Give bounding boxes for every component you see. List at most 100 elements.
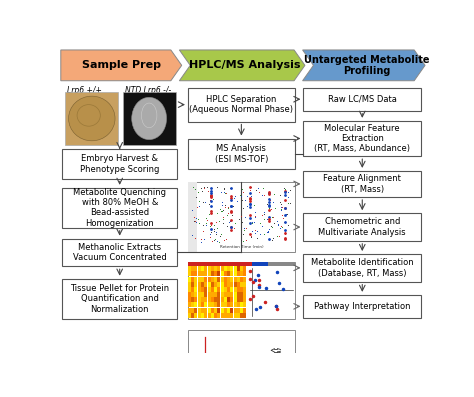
Bar	[211, 308, 214, 312]
Bar	[194, 277, 198, 281]
Bar	[230, 272, 233, 276]
Polygon shape	[179, 50, 305, 81]
Bar	[303, 213, 421, 241]
Bar	[63, 279, 177, 319]
Bar	[303, 121, 421, 156]
Bar	[237, 282, 240, 287]
Text: Retention Time (min): Retention Time (min)	[219, 245, 263, 249]
Bar	[191, 292, 194, 297]
Bar	[204, 297, 207, 302]
Text: Sample Prep: Sample Prep	[82, 60, 161, 70]
Bar	[214, 297, 217, 302]
Bar	[230, 292, 233, 297]
Bar	[230, 287, 233, 292]
Bar	[198, 313, 201, 318]
Bar	[211, 292, 214, 297]
Bar	[214, 303, 217, 307]
Ellipse shape	[132, 97, 166, 140]
Bar	[208, 272, 210, 276]
Bar	[188, 88, 295, 121]
Bar	[63, 239, 177, 266]
Bar	[230, 308, 233, 312]
Bar	[214, 292, 217, 297]
Text: Chemometric and
Multivariate Analysis: Chemometric and Multivariate Analysis	[319, 217, 406, 237]
Bar	[237, 287, 240, 292]
Bar	[188, 292, 191, 297]
Bar	[220, 287, 224, 292]
Bar	[252, 262, 268, 266]
Bar	[244, 292, 246, 297]
Bar	[217, 303, 220, 307]
Bar	[191, 313, 194, 318]
Bar	[217, 282, 220, 287]
Bar	[230, 277, 233, 281]
Bar	[201, 303, 204, 307]
Bar	[194, 308, 198, 312]
Bar	[214, 287, 217, 292]
Bar	[188, 272, 191, 276]
Bar	[214, 277, 217, 281]
Bar	[227, 313, 230, 318]
Bar	[204, 287, 207, 292]
Bar	[198, 287, 201, 292]
Bar	[188, 297, 191, 302]
Bar	[224, 313, 227, 318]
Bar	[220, 272, 224, 276]
Bar	[204, 292, 207, 297]
Bar	[224, 292, 227, 297]
Text: Raw LC/MS Data: Raw LC/MS Data	[328, 95, 397, 104]
Text: Metabolite Identification
(Database, RT, Mass): Metabolite Identification (Database, RT,…	[311, 258, 414, 278]
Text: MS Analysis
(ESI MS-TOF): MS Analysis (ESI MS-TOF)	[215, 144, 268, 164]
Bar	[260, 396, 268, 397]
Bar	[208, 277, 210, 281]
Bar	[198, 277, 201, 281]
Text: HPLC Separation
(Aqueous Normal Phase): HPLC Separation (Aqueous Normal Phase)	[190, 95, 293, 114]
Bar	[268, 262, 295, 266]
Bar	[234, 272, 237, 276]
Bar	[204, 313, 207, 318]
Bar	[230, 282, 233, 287]
Bar	[303, 171, 421, 197]
Bar	[211, 282, 214, 287]
Bar	[204, 272, 207, 276]
Bar	[217, 297, 220, 302]
Text: Tissue Pellet for Protein
Quantification and
Normalization: Tissue Pellet for Protein Quantification…	[70, 284, 169, 314]
Bar	[240, 277, 243, 281]
Bar	[208, 282, 210, 287]
Bar	[191, 282, 194, 287]
Bar	[247, 396, 255, 397]
Bar	[227, 277, 230, 281]
Bar	[188, 282, 191, 287]
Bar	[227, 303, 230, 307]
Bar	[285, 396, 292, 397]
Bar	[224, 297, 227, 302]
Bar	[240, 297, 243, 302]
Bar	[244, 297, 246, 302]
Bar	[188, 308, 191, 312]
Bar	[244, 266, 246, 271]
Bar	[198, 266, 201, 271]
Bar	[234, 297, 237, 302]
Bar	[188, 277, 191, 281]
Text: Metabolite Quenching
with 80% MeOH &
Bead-assisted
Homogenization: Metabolite Quenching with 80% MeOH & Bea…	[73, 188, 166, 228]
Bar	[194, 266, 198, 271]
Bar	[208, 266, 210, 271]
Bar	[204, 303, 207, 307]
Bar	[211, 287, 214, 292]
Bar	[230, 303, 233, 307]
Bar	[201, 292, 204, 297]
Text: Pathway Interpretation: Pathway Interpretation	[314, 302, 410, 311]
Bar	[198, 308, 201, 312]
Bar	[208, 287, 210, 292]
Bar	[198, 303, 201, 307]
Polygon shape	[302, 50, 425, 81]
Bar	[217, 292, 220, 297]
Bar	[201, 266, 204, 271]
Bar	[303, 88, 421, 111]
Bar	[220, 303, 224, 307]
Bar	[220, 282, 224, 287]
Bar	[198, 292, 201, 297]
Bar	[221, 396, 229, 397]
Bar	[235, 389, 242, 396]
Bar	[191, 303, 194, 307]
